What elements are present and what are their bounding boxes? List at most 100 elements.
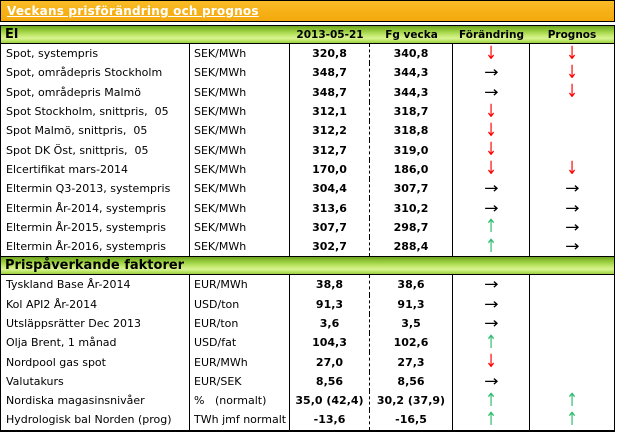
table-row: Spot, systempris SEK/MWh 320,8 340,8 ↓ ↓ bbox=[1, 44, 614, 64]
column-header-previous-week: Fg vecka bbox=[385, 28, 438, 41]
row-label: Spot, områdepris Stockholm bbox=[1, 63, 190, 83]
right-arrow-icon: → bbox=[483, 179, 499, 198]
current-value: 302,7 bbox=[290, 236, 370, 257]
previous-value: 340,8 bbox=[370, 44, 453, 64]
row-label: Hydrologisk bal Norden (prog) bbox=[1, 410, 190, 430]
change-cell: ↑ bbox=[453, 217, 530, 237]
row-label: Utsläppsrätter Dec 2013 bbox=[1, 313, 190, 334]
row-label: Eltermin År-2015, systempris bbox=[1, 217, 190, 237]
previous-value: 91,3 bbox=[370, 294, 453, 314]
section-title-el: El bbox=[5, 27, 19, 42]
row-unit: SEK/MWh bbox=[190, 121, 290, 141]
section-header-el: El 2013-05-21 Fg vecka Förändring Progno… bbox=[1, 25, 614, 44]
up-arrow-icon: ↑ bbox=[566, 391, 578, 411]
down-arrow-icon: ↓ bbox=[485, 352, 497, 372]
table-row: Nordiska magasinsnivåer% (normalt) 35,0 (… bbox=[1, 391, 614, 411]
column-header-forecast: Prognos bbox=[547, 28, 597, 41]
current-value: 35,0 (42,4) bbox=[290, 391, 370, 411]
table-row: Spot DK Öst, snittpris, 05 SEK/MWh 312,7 31… bbox=[1, 140, 614, 160]
previous-value: 30,2 (37,9) bbox=[370, 391, 453, 411]
change-cell: → bbox=[453, 82, 530, 102]
current-value: 3,6 bbox=[290, 313, 370, 334]
row-unit: EUR/ton bbox=[190, 313, 290, 334]
forecast-cell: ↓ bbox=[530, 160, 614, 179]
change-cell: ↑ bbox=[453, 391, 530, 411]
section-rows-factors: Tyskland Base År-2014 EUR/MWh 38,8 38,6 → Kol… bbox=[1, 275, 614, 430]
row-label: Spot, systempris bbox=[1, 44, 190, 64]
forecast-cell bbox=[530, 295, 614, 314]
table-row: Utsläppsrätter Dec 2013 EUR/ton 3,6 3,5 → bbox=[1, 313, 614, 334]
right-arrow-icon: → bbox=[483, 294, 499, 313]
right-arrow-icon: → bbox=[483, 63, 499, 82]
previous-value: 298,7 bbox=[370, 217, 453, 237]
up-arrow-icon: ↑ bbox=[485, 236, 497, 257]
table-row: Elcertifikat mars-2014 SEK/MWh 170,0 186,0 ↓… bbox=[1, 159, 614, 180]
previous-value: 102,6 bbox=[370, 333, 453, 353]
table-row: Spot Malmö, snittpris, 05 SEK/MWh 312,2 318… bbox=[1, 121, 614, 141]
section-title-factors: Prispåverkande faktorer bbox=[5, 258, 185, 274]
change-cell: ↓ bbox=[453, 159, 530, 180]
previous-value: 186,0 bbox=[370, 159, 453, 180]
change-cell: → bbox=[453, 275, 530, 295]
change-cell: ↓ bbox=[453, 352, 530, 372]
current-value: 312,7 bbox=[290, 140, 370, 160]
previous-value: 38,6 bbox=[370, 275, 453, 295]
up-arrow-icon: ↑ bbox=[485, 410, 497, 430]
current-value: 348,7 bbox=[290, 63, 370, 83]
forecast-cell: → bbox=[530, 198, 614, 217]
forecast-cell bbox=[530, 352, 614, 371]
column-header-date: 2013-05-21 bbox=[296, 28, 364, 41]
table-row: Hydrologisk bal Norden (prog) TWh jmf nor… bbox=[1, 410, 614, 430]
previous-value: 319,0 bbox=[370, 140, 453, 160]
table-row: Valutakurs EUR/SEK 8,56 8,56 → bbox=[1, 371, 614, 392]
forecast-cell: ↑ bbox=[530, 410, 614, 429]
forecast-cell bbox=[530, 102, 614, 121]
row-label: Eltermin Q3-2013, systempris bbox=[1, 179, 190, 199]
row-label: Kol API2 År-2014 bbox=[1, 294, 190, 314]
table-row: Spot Stockholm, snittpris, 05 SEK/MWh 312,… bbox=[1, 101, 614, 122]
right-arrow-icon: → bbox=[483, 371, 499, 390]
row-label: Spot, områdepris Malmö bbox=[1, 82, 190, 102]
forecast-cell: ↓ bbox=[530, 44, 614, 63]
current-value: 8,56 bbox=[290, 371, 370, 392]
forecast-cell: ↓ bbox=[530, 83, 614, 102]
previous-value: 307,7 bbox=[370, 179, 453, 199]
right-arrow-icon: → bbox=[483, 314, 499, 332]
column-header-change: Förändring bbox=[459, 28, 524, 41]
table-row: Nordpool gas spot EUR/MWh 27,0 27,3 ↓ bbox=[1, 352, 614, 372]
table-row: Tyskland Base År-2014 EUR/MWh 38,8 38,6 → bbox=[1, 275, 614, 295]
change-cell: → bbox=[453, 179, 530, 199]
forecast-cell bbox=[530, 140, 614, 159]
forecast-cell: ↓ bbox=[530, 63, 614, 82]
row-unit: SEK/MWh bbox=[190, 82, 290, 102]
previous-value: 344,3 bbox=[370, 63, 453, 83]
row-label: Nordpool gas spot bbox=[1, 352, 190, 372]
row-label: Eltermin År-2016, systempris bbox=[1, 236, 190, 257]
right-arrow-icon: → bbox=[564, 237, 580, 256]
previous-value: 344,3 bbox=[370, 82, 453, 102]
forecast-cell bbox=[530, 372, 614, 391]
row-unit: EUR/MWh bbox=[190, 352, 290, 372]
report-title-bar: Veckans prisförändring och prognos bbox=[0, 0, 615, 22]
down-arrow-icon: ↓ bbox=[485, 159, 497, 180]
current-value: 348,7 bbox=[290, 82, 370, 102]
right-arrow-icon: → bbox=[564, 217, 580, 236]
table-row: Kol API2 År-2014 USD/ton 91,3 91,3 → bbox=[1, 294, 614, 314]
row-unit: SEK/MWh bbox=[190, 198, 290, 218]
change-cell: ↓ bbox=[453, 121, 530, 141]
previous-value: 8,56 bbox=[370, 371, 453, 392]
forecast-cell bbox=[530, 275, 614, 294]
right-arrow-icon: → bbox=[564, 198, 580, 217]
down-arrow-icon: ↓ bbox=[485, 121, 497, 141]
change-cell: ↑ bbox=[453, 333, 530, 353]
forecast-cell: ↑ bbox=[530, 391, 614, 410]
change-cell: → bbox=[453, 371, 530, 392]
table-row: Eltermin År-2014, systempris SEK/MWh 313,6… bbox=[1, 198, 614, 218]
table-row: Spot, områdepris Malmö SEK/MWh 348,7 344,3 →… bbox=[1, 82, 614, 102]
row-label: Valutakurs bbox=[1, 371, 190, 392]
current-value: -13,6 bbox=[290, 410, 370, 430]
current-value: 91,3 bbox=[290, 294, 370, 314]
change-cell: → bbox=[453, 198, 530, 218]
forecast-cell: → bbox=[530, 237, 614, 256]
row-unit: EUR/MWh bbox=[190, 275, 290, 295]
